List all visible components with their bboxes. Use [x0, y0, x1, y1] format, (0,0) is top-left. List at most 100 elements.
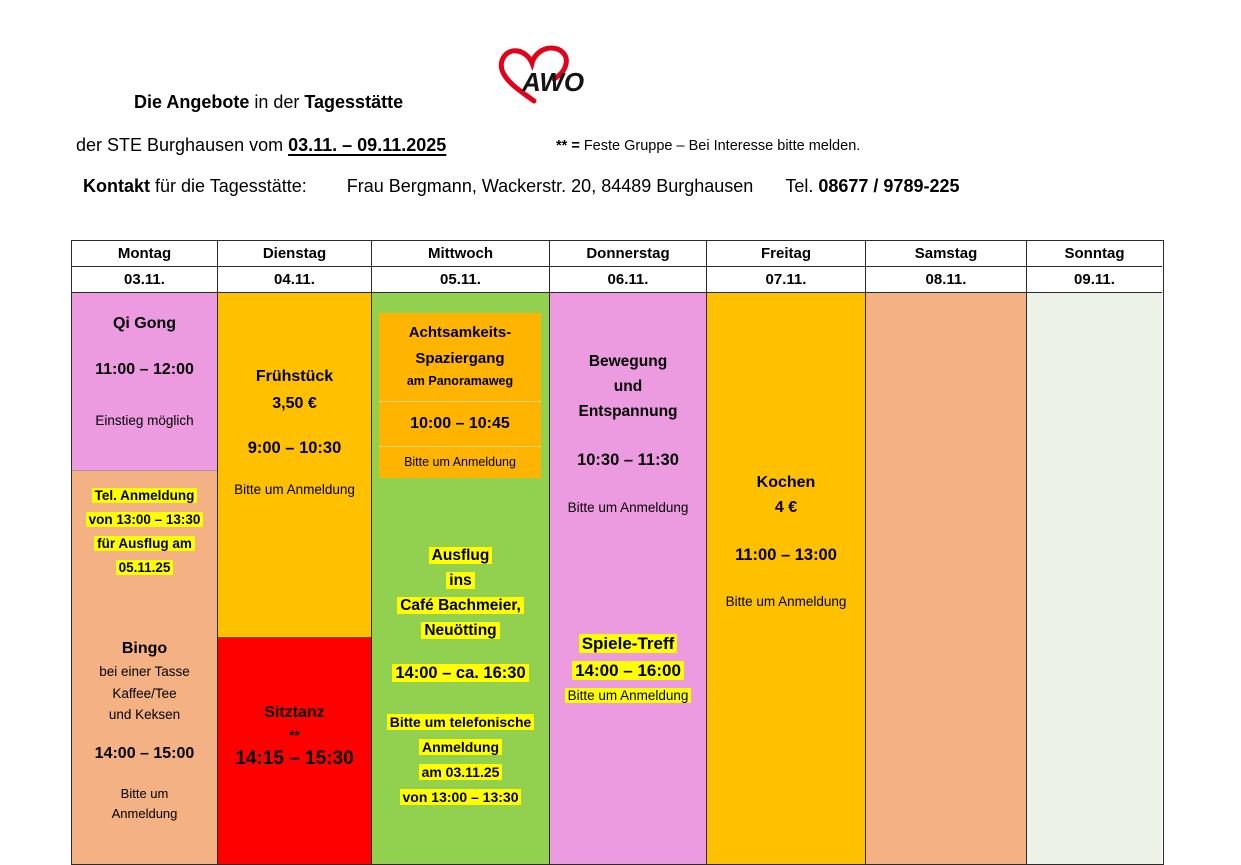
event-title: Bingo	[121, 640, 168, 657]
event-time: 14:00 – 15:00	[94, 744, 195, 762]
legend-symbol: ** =	[556, 138, 580, 154]
legend-line: ** = Feste Gruppe – Bei Interesse bitte …	[556, 138, 860, 154]
page-title: Die Angebote in der Tagesstätte	[134, 92, 403, 113]
event-note-line: Anmeldung	[111, 805, 178, 821]
highlighted-line: Bitte um telefonische	[386, 714, 535, 730]
column-donnerstag: Bewegung und Entspannung 10:30 – 11:30 B…	[550, 293, 707, 864]
highlighted-time: 14:00 – 16:00	[572, 661, 684, 680]
subtitle-prefix: der STE Burghausen vom	[76, 135, 289, 155]
column-montag: Qi Gong 11:00 – 12:00 Einstieg möglich T…	[72, 293, 218, 864]
note-telefonische-anmeldung: Bitte um telefonische Anmeldung am 03.11…	[372, 710, 549, 810]
day-label: Freitag	[760, 245, 811, 262]
title-bold-2: Tagesstätte	[304, 92, 404, 112]
schedule-table: Montag Dienstag Mittwoch Donnerstag Frei…	[71, 240, 1164, 865]
day-header-dienstag: Dienstag	[218, 241, 372, 267]
event-title: Kochen	[756, 474, 816, 491]
event-sitztanz: Sitztanz ** 14:15 – 15:30	[218, 638, 371, 864]
highlighted-line: von 13:00 – 13:30	[85, 512, 204, 527]
day-header-freitag: Freitag	[707, 241, 866, 267]
title-bold-1: Die Angebote	[134, 92, 250, 112]
event-title: Qi Gong	[112, 315, 177, 332]
event-note: Bitte um Anmeldung	[404, 455, 516, 469]
day-header-mittwoch: Mittwoch	[372, 241, 550, 267]
date-range: 03.11. – 09.11.2025	[288, 135, 447, 155]
day-label: Dienstag	[262, 245, 327, 262]
date-label: 05.11.	[440, 271, 481, 288]
highlighted-line: Neuötting	[421, 622, 500, 639]
date-cell-samstag: 08.11.	[866, 267, 1027, 293]
awo-logo: AWO	[497, 44, 597, 106]
event-desc-line: und Keksen	[108, 707, 181, 722]
contact-label: Kontakt	[83, 176, 150, 196]
date-label: 03.11.	[124, 271, 165, 288]
event-bewegung-und-entspannung: Bewegung und Entspannung	[550, 349, 706, 424]
column-freitag: Kochen 4 € 11:00 – 13:00 Bitte um Anmeld…	[707, 293, 866, 864]
day-header-sonntag: Sonntag	[1027, 241, 1162, 267]
highlighted-title: Spiele-Treff	[578, 634, 678, 653]
date-cell-sonntag: 09.11.	[1027, 267, 1162, 293]
column-samstag	[866, 293, 1027, 864]
date-cell-mittwoch: 05.11.	[372, 267, 550, 293]
event-note: Einstieg möglich	[95, 413, 194, 428]
event-note: Bitte um Anmeldung	[725, 594, 847, 609]
highlighted-line: Café Bachmeier,	[397, 597, 524, 614]
day-header-donnerstag: Donnerstag	[550, 241, 707, 267]
fixed-group-marker: **	[289, 727, 300, 743]
event-time: 10:00 – 10:45	[379, 401, 541, 447]
day-label: Montag	[117, 245, 172, 262]
date-label: 08.11.	[925, 271, 967, 288]
date-cell-donnerstag: 06.11.	[550, 267, 707, 293]
subtitle-line: der STE Burghausen vom 03.11. – 09.11.20…	[76, 135, 446, 156]
highlighted-line: Ausflug	[428, 547, 493, 564]
title-mid: in der	[249, 92, 305, 112]
event-note: Bitte um Anmeldung	[567, 500, 689, 515]
day-header-montag: Montag	[72, 241, 218, 267]
event-price: 3,50 €	[272, 395, 317, 412]
event-title-line: und	[613, 378, 643, 395]
event-fruehstueck: Frühstück 3,50 € 9:00 – 10:30 Bitte um A…	[218, 293, 371, 638]
event-title-line: Entspannung	[578, 403, 678, 420]
highlighted-line: für Ausflug am	[94, 536, 195, 551]
event-title-line: Achtsamkeits-	[408, 324, 512, 341]
event-location: am Panoramaweg	[406, 374, 514, 388]
highlighted-line: ins	[446, 572, 475, 589]
column-sonntag	[1027, 293, 1162, 864]
note-tel-anmeldung: Tel. Anmeldung von 13:00 – 13:30 für Aus…	[72, 484, 217, 580]
phone-label: Tel.	[785, 176, 814, 196]
awo-logo-text: AWO	[521, 67, 584, 97]
event-time: 9:00 – 10:30	[247, 439, 342, 457]
event-spiele-treff: Spiele-Treff 14:00 – 16:00 Bitte um Anme…	[550, 630, 706, 708]
event-desc-line: bei einer Tasse	[99, 664, 190, 679]
event-time: 10:30 – 11:30	[577, 451, 679, 469]
highlighted-time: 14:00 – ca. 16:30	[392, 664, 529, 682]
heart-icon: AWO	[498, 45, 584, 104]
event-desc-line: Kaffee/Tee	[112, 685, 177, 701]
event-qi-gong: Qi Gong 11:00 – 12:00 Einstieg möglich	[72, 293, 217, 471]
date-label: 06.11.	[607, 271, 649, 288]
date-cell-dienstag: 04.11.	[218, 267, 372, 293]
highlighted-line: Tel. Anmeldung	[91, 488, 198, 503]
column-dienstag: Frühstück 3,50 € 9:00 – 10:30 Bitte um A…	[218, 293, 372, 864]
day-label: Sonntag	[1064, 245, 1125, 262]
event-title-line: Spaziergang	[415, 350, 505, 367]
day-label: Donnerstag	[586, 245, 670, 262]
event-achtsamkeits-spaziergang: Achtsamkeits- Spaziergang am Panoramaweg…	[379, 313, 541, 478]
date-label: 07.11.	[765, 271, 807, 288]
legend-text: Feste Gruppe – Bei Interesse bitte melde…	[579, 138, 861, 154]
event-time: 11:00 – 13:00	[735, 546, 837, 564]
phone-number: 08677 / 9789-225	[818, 176, 960, 196]
event-title: Sitztanz	[264, 704, 325, 721]
day-header-samstag: Samstag	[866, 241, 1027, 267]
highlighted-line: am 03.11.25	[418, 764, 503, 780]
date-cell-montag: 03.11.	[72, 267, 218, 293]
highlighted-line: Anmeldung	[419, 739, 502, 755]
contact-line: Kontakt für die Tagesstätte: Frau Bergman…	[83, 176, 960, 197]
highlighted-line: 05.11.25	[115, 560, 174, 575]
event-time: 14:00 – ca. 16:30	[372, 664, 549, 683]
column-mittwoch: Achtsamkeits- Spaziergang am Panoramaweg…	[372, 293, 550, 864]
event-price: 4 €	[774, 499, 798, 516]
event-title-line: Bewegung	[588, 353, 668, 370]
highlighted-note: Bitte um Anmeldung	[564, 688, 692, 703]
highlighted-line: von 13:00 – 13:30	[399, 789, 522, 805]
